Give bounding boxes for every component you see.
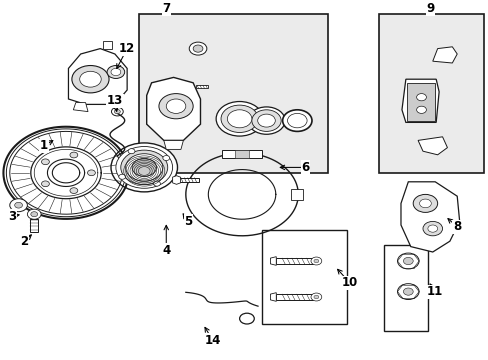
Text: 13: 13 — [106, 94, 123, 107]
Circle shape — [87, 170, 95, 176]
Text: 10: 10 — [341, 276, 357, 289]
Circle shape — [257, 114, 275, 127]
Circle shape — [41, 159, 49, 165]
Circle shape — [10, 199, 27, 212]
Circle shape — [119, 174, 125, 179]
Polygon shape — [102, 41, 112, 49]
Text: 6: 6 — [301, 161, 309, 174]
Circle shape — [287, 113, 306, 128]
Polygon shape — [172, 176, 180, 184]
Bar — [383, 245, 427, 331]
Text: 2: 2 — [20, 235, 28, 248]
Circle shape — [310, 257, 321, 265]
Bar — [234, 150, 249, 158]
Bar — [30, 219, 38, 232]
Circle shape — [114, 109, 120, 114]
Circle shape — [251, 110, 281, 131]
Text: 14: 14 — [204, 334, 221, 347]
Text: 5: 5 — [184, 215, 192, 228]
Circle shape — [310, 293, 321, 301]
Polygon shape — [401, 79, 438, 122]
Polygon shape — [68, 49, 127, 104]
Text: 11: 11 — [426, 285, 443, 298]
Circle shape — [111, 68, 121, 76]
Text: 7: 7 — [162, 3, 170, 15]
Circle shape — [397, 284, 418, 300]
Bar — [222, 150, 261, 158]
Circle shape — [419, 199, 430, 208]
Circle shape — [72, 66, 109, 93]
Polygon shape — [270, 293, 276, 301]
Polygon shape — [73, 103, 88, 112]
Circle shape — [416, 106, 426, 113]
Text: 1: 1 — [40, 139, 48, 152]
Polygon shape — [400, 182, 459, 252]
Circle shape — [313, 259, 318, 263]
Bar — [276, 294, 312, 300]
Polygon shape — [270, 257, 276, 265]
Circle shape — [239, 313, 254, 324]
Circle shape — [41, 181, 49, 187]
Text: 4: 4 — [162, 244, 170, 257]
Circle shape — [247, 107, 285, 134]
Circle shape — [221, 105, 258, 132]
Circle shape — [422, 221, 442, 236]
Circle shape — [70, 152, 78, 158]
Bar — [290, 189, 303, 200]
Circle shape — [397, 253, 418, 269]
Circle shape — [153, 181, 160, 186]
Circle shape — [193, 45, 203, 52]
Circle shape — [15, 202, 22, 208]
Bar — [139, 14, 327, 173]
Circle shape — [116, 147, 172, 188]
Circle shape — [403, 257, 412, 265]
Circle shape — [80, 71, 101, 87]
Circle shape — [31, 212, 38, 217]
Circle shape — [416, 94, 426, 101]
Circle shape — [166, 99, 185, 113]
Bar — [378, 14, 483, 173]
Circle shape — [111, 143, 177, 192]
Circle shape — [412, 194, 437, 212]
Text: 8: 8 — [452, 220, 460, 233]
Circle shape — [128, 149, 135, 154]
Polygon shape — [146, 77, 200, 140]
Circle shape — [427, 225, 437, 232]
Circle shape — [216, 102, 263, 136]
Circle shape — [121, 150, 167, 185]
Circle shape — [125, 154, 163, 181]
Circle shape — [27, 209, 41, 219]
Polygon shape — [163, 140, 183, 149]
Text: 3: 3 — [8, 210, 16, 222]
Bar — [178, 178, 199, 182]
Bar — [406, 83, 434, 121]
Circle shape — [163, 156, 169, 161]
Circle shape — [313, 295, 318, 299]
Circle shape — [111, 107, 123, 116]
Circle shape — [107, 66, 124, 78]
Polygon shape — [432, 47, 456, 63]
Circle shape — [70, 188, 78, 193]
Circle shape — [159, 94, 193, 119]
Polygon shape — [417, 137, 447, 155]
Circle shape — [282, 110, 311, 131]
Circle shape — [403, 288, 412, 295]
Bar — [195, 85, 207, 88]
Bar — [276, 258, 312, 264]
Circle shape — [189, 42, 206, 55]
Text: 9: 9 — [426, 3, 433, 15]
Bar — [261, 230, 346, 324]
Circle shape — [227, 110, 251, 128]
Circle shape — [132, 158, 156, 176]
Text: 12: 12 — [119, 42, 135, 55]
